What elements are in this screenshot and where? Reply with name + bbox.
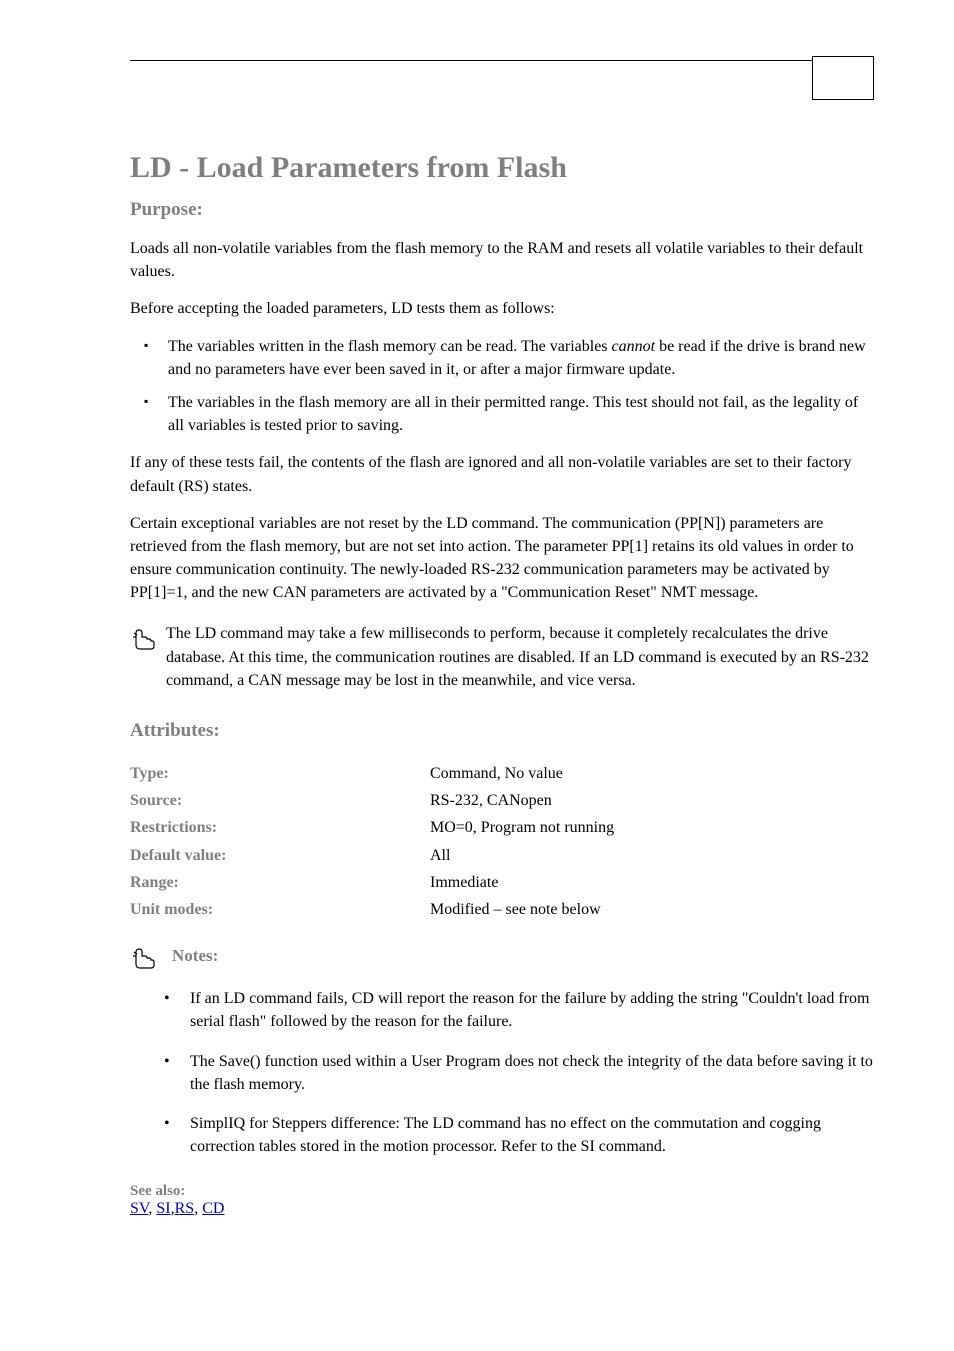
note-text: The LD command may take a few millisecon…	[166, 622, 874, 692]
page-title: LD - Load Parameters from Flash	[130, 151, 874, 185]
table-row: Range: Immediate	[130, 869, 874, 896]
purpose-p1: Loads all non-volatile variables from th…	[130, 237, 874, 283]
list-item: The Save() function used within a User P…	[130, 1050, 874, 1096]
attr-label: Type:	[130, 760, 430, 787]
purpose-p4: Certain exceptional variables are not re…	[130, 512, 874, 605]
attributes-heading: Attributes:	[130, 720, 874, 742]
table-row: Default value: All	[130, 842, 874, 869]
note-block: The LD command may take a few millisecon…	[130, 622, 874, 706]
table-row: Unit modes: Modified – see note below	[130, 896, 874, 923]
see-also-block: See also: SV, SI,RS, CD	[130, 1182, 874, 1218]
attr-value: Modified – see note below	[430, 896, 874, 923]
attr-value: All	[430, 842, 874, 869]
notes-bullet-list: If an LD command fails, CD will report t…	[130, 987, 874, 1158]
hand-point-icon	[130, 624, 166, 652]
see-also-links: SV, SI,RS, CD	[130, 1200, 874, 1218]
purpose-heading: Purpose:	[130, 199, 874, 221]
attr-label: Default value:	[130, 842, 430, 869]
sep: ,	[194, 1200, 202, 1217]
attr-label: Range:	[130, 869, 430, 896]
list-item: The variables in the flash memory are al…	[130, 391, 874, 437]
list-item: If an LD command fails, CD will report t…	[130, 987, 874, 1033]
link-sv[interactable]: SV	[130, 1200, 148, 1217]
notes-heading: Notes:	[172, 946, 218, 966]
hand-point-icon	[130, 943, 166, 971]
attr-value: Command, No value	[430, 760, 874, 787]
attributes-table: Type: Command, No value Source: RS-232, …	[130, 760, 874, 923]
table-row: Source: RS-232, CANopen	[130, 787, 874, 814]
link-rs[interactable]: RS	[175, 1200, 195, 1217]
purpose-p3: If any of these tests fail, the contents…	[130, 451, 874, 497]
purpose-bullet-list: The variables written in the flash memor…	[130, 335, 874, 438]
bullet-text-pre: The variables in the flash memory are al…	[168, 394, 858, 434]
see-also-label: See also:	[130, 1183, 185, 1199]
bullet-text-pre: The variables written in the flash memor…	[168, 338, 612, 355]
attr-label: Source:	[130, 787, 430, 814]
attr-value: RS-232, CANopen	[430, 787, 874, 814]
attr-value: MO=0, Program not running	[430, 814, 874, 841]
page-corner-box	[812, 56, 874, 100]
bullet-text-em: cannot	[612, 338, 656, 355]
notes-heading-row: Notes:	[130, 941, 874, 971]
list-item: The variables written in the flash memor…	[130, 335, 874, 381]
attr-value: Immediate	[430, 869, 874, 896]
link-si[interactable]: SI	[156, 1200, 170, 1217]
top-rule	[130, 60, 874, 61]
table-row: Type: Command, No value	[130, 760, 874, 787]
list-item: SimplIQ for Steppers difference: The LD …	[130, 1112, 874, 1158]
purpose-p2: Before accepting the loaded parameters, …	[130, 297, 874, 320]
attr-label: Restrictions:	[130, 814, 430, 841]
link-cd[interactable]: CD	[202, 1200, 224, 1217]
table-row: Restrictions: MO=0, Program not running	[130, 814, 874, 841]
attr-label: Unit modes:	[130, 896, 430, 923]
